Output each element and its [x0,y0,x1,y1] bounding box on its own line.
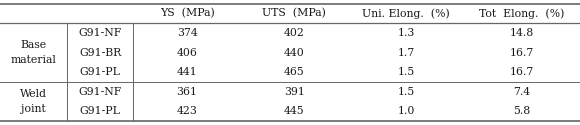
Text: 423: 423 [177,106,197,117]
Text: 374: 374 [177,28,197,38]
Text: 402: 402 [284,28,304,38]
Text: 441: 441 [177,67,197,77]
Text: 16.7: 16.7 [510,48,534,58]
Text: 361: 361 [176,87,198,97]
Text: joint: joint [21,104,46,114]
Text: 16.7: 16.7 [510,67,534,77]
Text: Weld: Weld [20,89,47,99]
Text: 391: 391 [284,87,304,97]
Text: Uni. Elong.  (%): Uni. Elong. (%) [362,8,450,19]
Text: 14.8: 14.8 [510,28,534,38]
Text: 1.5: 1.5 [397,87,415,97]
Text: 406: 406 [177,48,197,58]
Text: G91-NF: G91-NF [78,28,122,38]
Text: 7.4: 7.4 [513,87,531,97]
Text: 1.3: 1.3 [397,28,415,38]
Text: 5.8: 5.8 [513,106,531,117]
Text: G91-BR: G91-BR [79,48,121,58]
Text: Tot  Elong.  (%): Tot Elong. (%) [479,8,565,19]
Text: 1.5: 1.5 [397,67,415,77]
Text: G91-NF: G91-NF [78,87,122,97]
Text: 445: 445 [284,106,304,117]
Text: UTS  (MPa): UTS (MPa) [262,8,327,19]
Text: G91-PL: G91-PL [79,67,121,77]
Text: 1.0: 1.0 [397,106,415,117]
Text: 440: 440 [284,48,304,58]
Text: G91-PL: G91-PL [79,106,121,117]
Text: material: material [10,55,56,65]
Text: Base: Base [20,40,46,50]
Text: 1.7: 1.7 [397,48,415,58]
Text: YS  (MPa): YS (MPa) [160,8,215,19]
Text: 465: 465 [284,67,304,77]
